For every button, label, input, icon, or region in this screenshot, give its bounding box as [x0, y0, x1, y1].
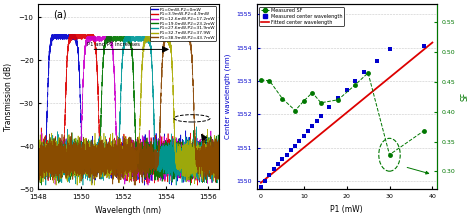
Legend: P1=0mW,P2=0mW, P1=3.9mW,P2=4.9mW, P1=12.6mW,P2=17.2mW, P1=19.0mW,P2=23.2mW, P1=2: P1=0mW,P2=0mW, P1=3.9mW,P2=4.9mW, P1=12.… [150, 6, 216, 41]
X-axis label: Wavelength (nm): Wavelength (nm) [95, 206, 162, 215]
Text: (b): (b) [278, 10, 292, 20]
Y-axis label: Center wavelength (nm): Center wavelength (nm) [224, 54, 230, 140]
Y-axis label: SF: SF [461, 92, 470, 101]
Legend: Measured SF, Measured center wavelength, Fitted center wavelength: Measured SF, Measured center wavelength,… [259, 7, 344, 26]
Text: TE: TE [201, 139, 208, 144]
Text: (a): (a) [53, 10, 66, 20]
Text: P1 and P2 increases: P1 and P2 increases [87, 42, 140, 47]
Y-axis label: Transmission (dB): Transmission (dB) [4, 63, 13, 131]
X-axis label: P1 (mW): P1 (mW) [330, 205, 363, 214]
